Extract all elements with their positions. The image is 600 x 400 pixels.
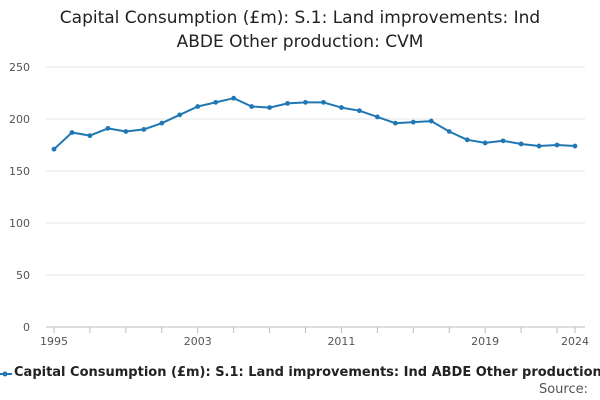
data-point [518,141,524,147]
x-tick-label: 2024 [561,335,589,348]
data-point [303,99,308,105]
data-point [249,104,255,109]
source-label: Source: [538,382,588,397]
data-point [339,105,344,110]
series-line [53,97,576,150]
chart-title-line-2: ABDE Other production: CVM [176,32,424,52]
data-point [410,119,416,125]
x-tick-label: 2019 [471,335,499,348]
x-tick-label: 2003 [184,335,212,348]
data-point [141,126,147,132]
chart-title: Capital Consumption (£m): S.1: Land impr… [0,6,600,54]
x-tick-label: 2011 [327,335,355,348]
y-tick-label: 0 [23,321,30,334]
data-point [123,129,129,134]
data-point [536,143,542,149]
data-point [464,137,470,143]
y-tick-label: 50 [16,269,30,282]
y-tick-label: 150 [9,165,30,178]
legend-swatch-marker [2,371,8,377]
y-tick-label: 100 [9,217,30,230]
data-point [500,138,506,144]
y-tick-label: 250 [9,61,30,74]
data-point [213,99,219,105]
data-point [87,133,93,139]
data-point [195,104,201,109]
data-point [482,140,488,146]
data-point [105,125,111,131]
data-point [231,95,237,101]
data-point [267,105,272,110]
data-point [285,101,290,106]
data-point [51,146,57,152]
legend-label: Capital Consumption (£m): S.1: Land impr… [14,365,600,380]
x-tick-label: 1995 [40,335,68,348]
data-point [177,112,183,118]
data-point [392,120,398,126]
data-point [374,114,380,120]
data-point [572,143,578,149]
data-point [446,129,452,134]
data-point [321,99,326,105]
y-tick-label: 200 [9,113,30,126]
chart-title-line-1: Capital Consumption (£m): S.1: Land impr… [59,8,541,28]
data-point [357,108,362,114]
legend-swatch [0,371,12,377]
legend[interactable]: Capital Consumption (£m): S.1: Land impr… [0,364,600,384]
data-point [554,142,560,148]
data-point [428,118,434,124]
data-point [69,130,75,135]
data-point [159,120,165,126]
